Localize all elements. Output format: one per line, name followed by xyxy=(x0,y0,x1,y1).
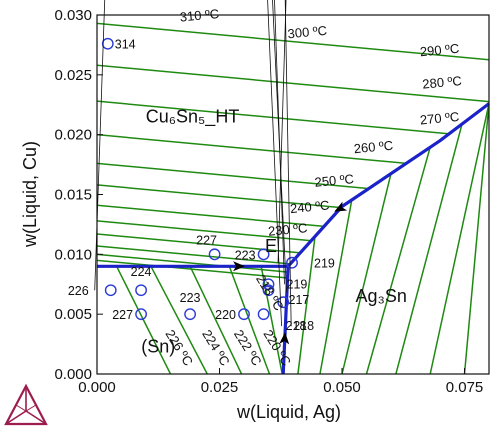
data-point-marker xyxy=(286,256,298,269)
point-label: 227 xyxy=(196,233,217,247)
point-label: 219 xyxy=(287,277,308,291)
cu6sn5-isotherm-line xyxy=(97,162,370,190)
cu6sn5-isotherm-line xyxy=(97,133,407,165)
phase-label: Cu₆Sn₅_HT xyxy=(146,107,240,128)
axis-layer: 0.000 0.025 0.050 0.075 0.000 0.005 0.010 0.015… xyxy=(54,7,483,396)
ag3sn-isotherm-line xyxy=(341,173,392,374)
data-point-marker xyxy=(135,284,148,297)
isotherm-label: 224 ºC xyxy=(199,327,233,368)
bottom-valley-arrow xyxy=(279,332,290,345)
data-point-marker xyxy=(184,308,197,321)
sn-isotherm-line xyxy=(228,266,271,374)
point-label: 223 xyxy=(235,248,256,262)
upper-valley-arrow-head xyxy=(334,201,348,212)
phase-label: (Sn) xyxy=(141,336,175,356)
isotherm-label: 290 ºC xyxy=(419,41,460,60)
cu6sn5-isotherm-line xyxy=(97,100,450,135)
isotherm-label: 250 ºC xyxy=(314,171,355,190)
ag3sn-isotherm-line xyxy=(365,147,431,374)
sn-isotherm-line xyxy=(115,265,172,374)
point-label: 220 xyxy=(215,308,236,322)
data-point-marker xyxy=(238,308,250,321)
cu6sn5-isotherm-line xyxy=(97,22,489,61)
isotherm-label: 260 ºC xyxy=(353,138,394,157)
y-tick-label: 0.000 xyxy=(54,366,92,383)
bottom-valley-arrow-head xyxy=(279,332,290,345)
isotherm-label: 230 ºC xyxy=(267,220,308,239)
leader-line xyxy=(267,0,282,327)
point-label: 219 xyxy=(314,257,335,271)
cu6sn5-isotherm-line xyxy=(97,259,289,279)
isotherm-label: 280 ºC xyxy=(422,73,463,92)
point-label: 218 xyxy=(293,319,314,333)
sn-isotherm-line xyxy=(189,265,243,374)
thermocalc-logo-icon xyxy=(4,383,48,426)
cu6sn5-isotherm-line xyxy=(97,184,342,209)
x-tick-label: 0.050 xyxy=(323,379,361,396)
x-axis-title: w(Liquid, Ag) xyxy=(236,402,341,422)
boundary-layer xyxy=(97,102,490,375)
data-point-marker xyxy=(257,308,270,321)
x-tick-label: 0.000 xyxy=(78,379,116,396)
data-point-marker xyxy=(277,296,290,309)
y-tick-label: 0.015 xyxy=(54,187,92,204)
y-tick-label: 0.025 xyxy=(54,67,92,84)
leader-line xyxy=(94,0,106,291)
point-label: 217 xyxy=(289,293,310,307)
point-label: 314 xyxy=(115,38,136,52)
ag3sn-isotherm-line xyxy=(429,103,489,374)
cu6sn5-isotherm-line xyxy=(97,253,289,273)
data-point-marker xyxy=(262,278,275,291)
y-tick-label: 0.010 xyxy=(54,246,92,263)
x-tick-label: 0.075 xyxy=(446,379,484,396)
point-label: 218 xyxy=(286,319,307,333)
sn-isotherm-line xyxy=(260,266,283,374)
leader-line xyxy=(284,0,292,327)
y-tick-label: 0.005 xyxy=(54,306,92,323)
eutectic-valley-upper-line xyxy=(286,102,490,268)
cu6sn5-isotherm-line xyxy=(97,64,489,103)
x-tick-label: 0.025 xyxy=(201,379,239,396)
y-axis-title: w(Liquid, Cu) xyxy=(20,141,40,248)
data-point-marker xyxy=(135,308,148,321)
isotherm-layer xyxy=(97,22,489,374)
point-label: 226 xyxy=(68,284,89,298)
isotherm-label: 270 ºC xyxy=(419,109,460,128)
ag3sn-isotherm-line xyxy=(297,236,316,374)
cu6sn5-isotherm-line xyxy=(97,204,325,228)
y-tick-label: 0.020 xyxy=(54,127,92,144)
left-valley-arrow-head xyxy=(233,261,246,272)
isotherm-label: 240 ºC xyxy=(289,197,330,216)
isotherm-label: 300 ºC xyxy=(287,23,328,42)
y-tick-label: 0.030 xyxy=(54,7,92,24)
ag3sn-isotherm-line xyxy=(319,199,353,374)
eutectic-valley-bottom-line xyxy=(281,266,290,375)
leader-line xyxy=(272,0,287,293)
data-point-marker xyxy=(104,284,117,297)
data-point-marker xyxy=(208,248,221,261)
point-label: 223 xyxy=(180,291,201,305)
upper-valley-arrow xyxy=(334,201,348,212)
leader-line xyxy=(277,0,287,263)
point-layer xyxy=(101,37,298,321)
data-point-marker xyxy=(101,37,114,50)
cu6sn5-isotherm-line xyxy=(97,220,312,242)
data-point-marker xyxy=(257,248,270,261)
cu6sn5-isotherm-line xyxy=(97,245,292,265)
phase-label: E xyxy=(265,236,277,256)
point-label: 224 xyxy=(131,265,152,279)
point-label: 227 xyxy=(112,308,133,322)
phase-label: Ag₃Sn xyxy=(356,286,407,306)
left-valley-arrow xyxy=(233,261,246,272)
ag3sn-isotherm-line xyxy=(463,103,489,374)
ag3sn-isotherm-line xyxy=(395,123,463,374)
sn-isotherm-line xyxy=(150,265,208,374)
data-point-marker xyxy=(262,284,275,297)
